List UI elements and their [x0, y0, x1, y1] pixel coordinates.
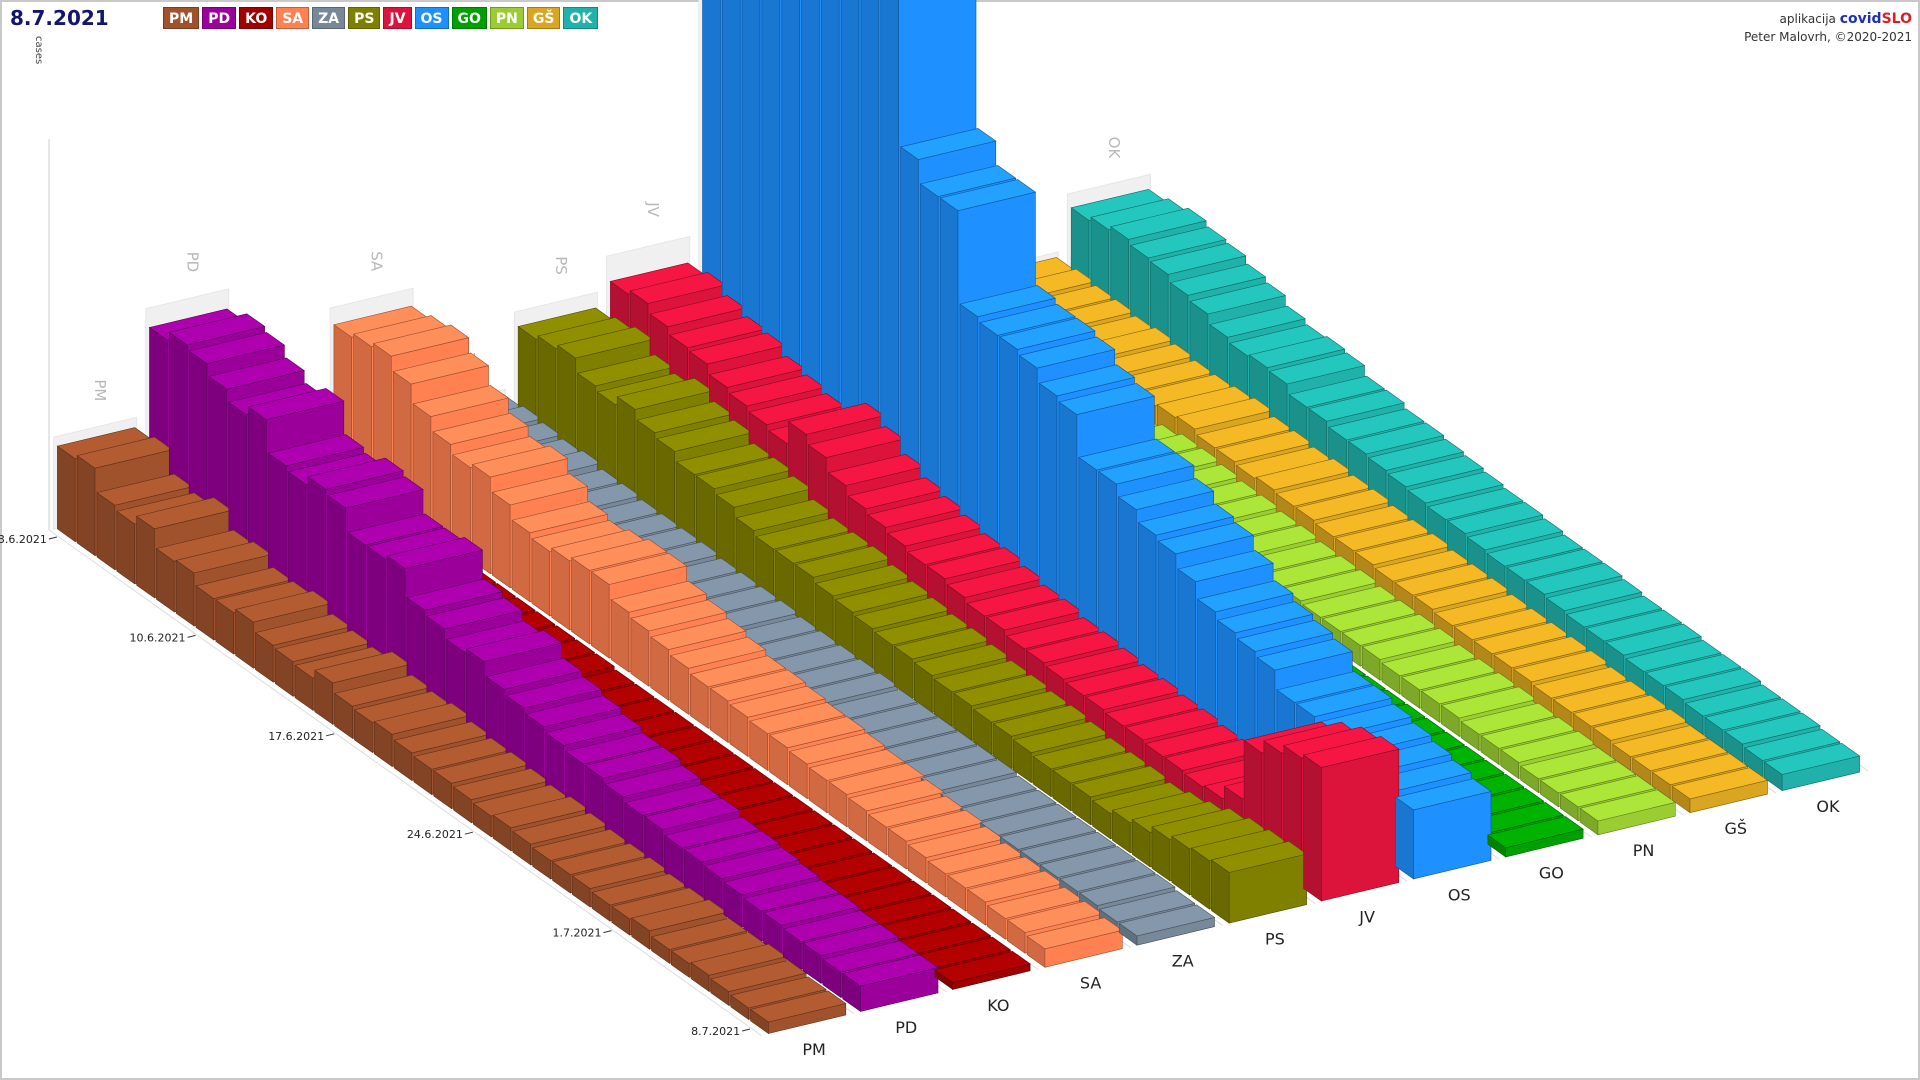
bar-os-day36[interactable] — [1394, 778, 1492, 880]
bar-ok-day36[interactable] — [1763, 742, 1861, 792]
bar-pm-day36[interactable] — [749, 990, 847, 1035]
back-label-ok: OK — [1105, 137, 1123, 160]
credit-author: Peter Malovrh, ©2020-2021 — [1744, 30, 1912, 44]
legend-za[interactable]: ZA — [312, 7, 346, 29]
front-labels: PM PD KO SA ZA PS JV OS GO PN GŠ OK — [802, 797, 1840, 1059]
date-title: 8.7.2021 — [10, 6, 109, 30]
legend-ok[interactable]: OK — [563, 7, 599, 29]
date-tick-label: 24.6.2021 — [407, 828, 463, 841]
front-label-gš: GŠ — [1724, 819, 1747, 838]
date-tick-mark — [741, 1028, 751, 1032]
brand-covid[interactable]: covid — [1839, 11, 1882, 27]
date-tick-label: 17.6.2021 — [268, 730, 324, 743]
legend-os[interactable]: OS — [414, 7, 449, 29]
front-label-sa: SA — [1080, 974, 1101, 993]
legend-go[interactable]: GO — [451, 7, 487, 29]
front-label-pm: PM — [802, 1040, 825, 1059]
date-tick-mark — [326, 733, 335, 737]
front-label-os: OS — [1448, 885, 1471, 904]
legend-ko[interactable]: KO — [239, 7, 274, 29]
legend-jv[interactable]: JV — [383, 7, 412, 29]
bars — [56, 0, 1861, 1035]
bar-ps-day36[interactable] — [1210, 840, 1308, 924]
credit-prefix: aplikacija — [1779, 12, 1836, 26]
bar-sa-day36[interactable] — [1026, 917, 1124, 968]
legend-pn[interactable]: PN — [489, 7, 524, 29]
bar-go-day36[interactable] — [1487, 816, 1584, 858]
legend-pd[interactable]: PD — [202, 7, 237, 29]
bar-ko-day36[interactable] — [934, 950, 1031, 990]
front-label-za: ZA — [1172, 952, 1194, 971]
date-tick-mark — [603, 930, 612, 934]
y-axis-label: cases — [33, 36, 44, 65]
date-tick-mark — [48, 536, 58, 540]
date-tick-label: 8.7.2021 — [691, 1025, 740, 1038]
bar-za-day36[interactable] — [1118, 904, 1216, 946]
legend-pm[interactable]: PM — [163, 7, 200, 29]
date-tick-mark — [187, 634, 196, 638]
back-label-pd: PD — [183, 252, 201, 273]
brand-slo[interactable]: SLO — [1881, 11, 1912, 27]
front-label-go: GO — [1539, 863, 1564, 882]
bar-gš-day36[interactable] — [1671, 767, 1769, 814]
legend-gš[interactable]: GŠ — [526, 7, 561, 29]
front-label-ps: PS — [1265, 930, 1285, 949]
front-label-ok: OK — [1816, 797, 1840, 816]
date-tick-label: 3.6.2021 — [0, 533, 47, 546]
region-legend: PM PD KO SA ZA PS JV OS GO PN GŠ OK — [163, 7, 599, 29]
back-label-jv: JV — [644, 201, 662, 217]
legend-sa[interactable]: SA — [276, 7, 310, 29]
date-axis: 3.6.2021 10.6.2021 17.6.2021 24.6.2021 1.7.2… — [0, 533, 751, 1038]
back-label-sa: SA — [368, 251, 386, 272]
bar-jv-day36[interactable] — [1302, 736, 1400, 902]
date-tick-label: 1.7.2021 — [552, 927, 601, 940]
date-tick-mark — [464, 831, 473, 835]
front-label-pn: PN — [1633, 841, 1655, 860]
back-label-ps: PS — [552, 256, 570, 275]
back-label-pm: PM — [91, 379, 109, 401]
bar-pn-day36[interactable] — [1579, 789, 1677, 836]
front-label-ko: KO — [987, 996, 1009, 1015]
front-label-jv: JV — [1358, 907, 1375, 926]
date-tick-label: 10.6.2021 — [130, 631, 186, 644]
app-credit: aplikacija covidSLO Peter Malovrh, ©2020… — [1744, 10, 1912, 46]
bar-pd-day36[interactable] — [841, 954, 939, 1012]
legend-ps[interactable]: PS — [348, 7, 381, 29]
floor-line — [48, 529, 763, 1037]
front-label-pd: PD — [895, 1018, 917, 1037]
